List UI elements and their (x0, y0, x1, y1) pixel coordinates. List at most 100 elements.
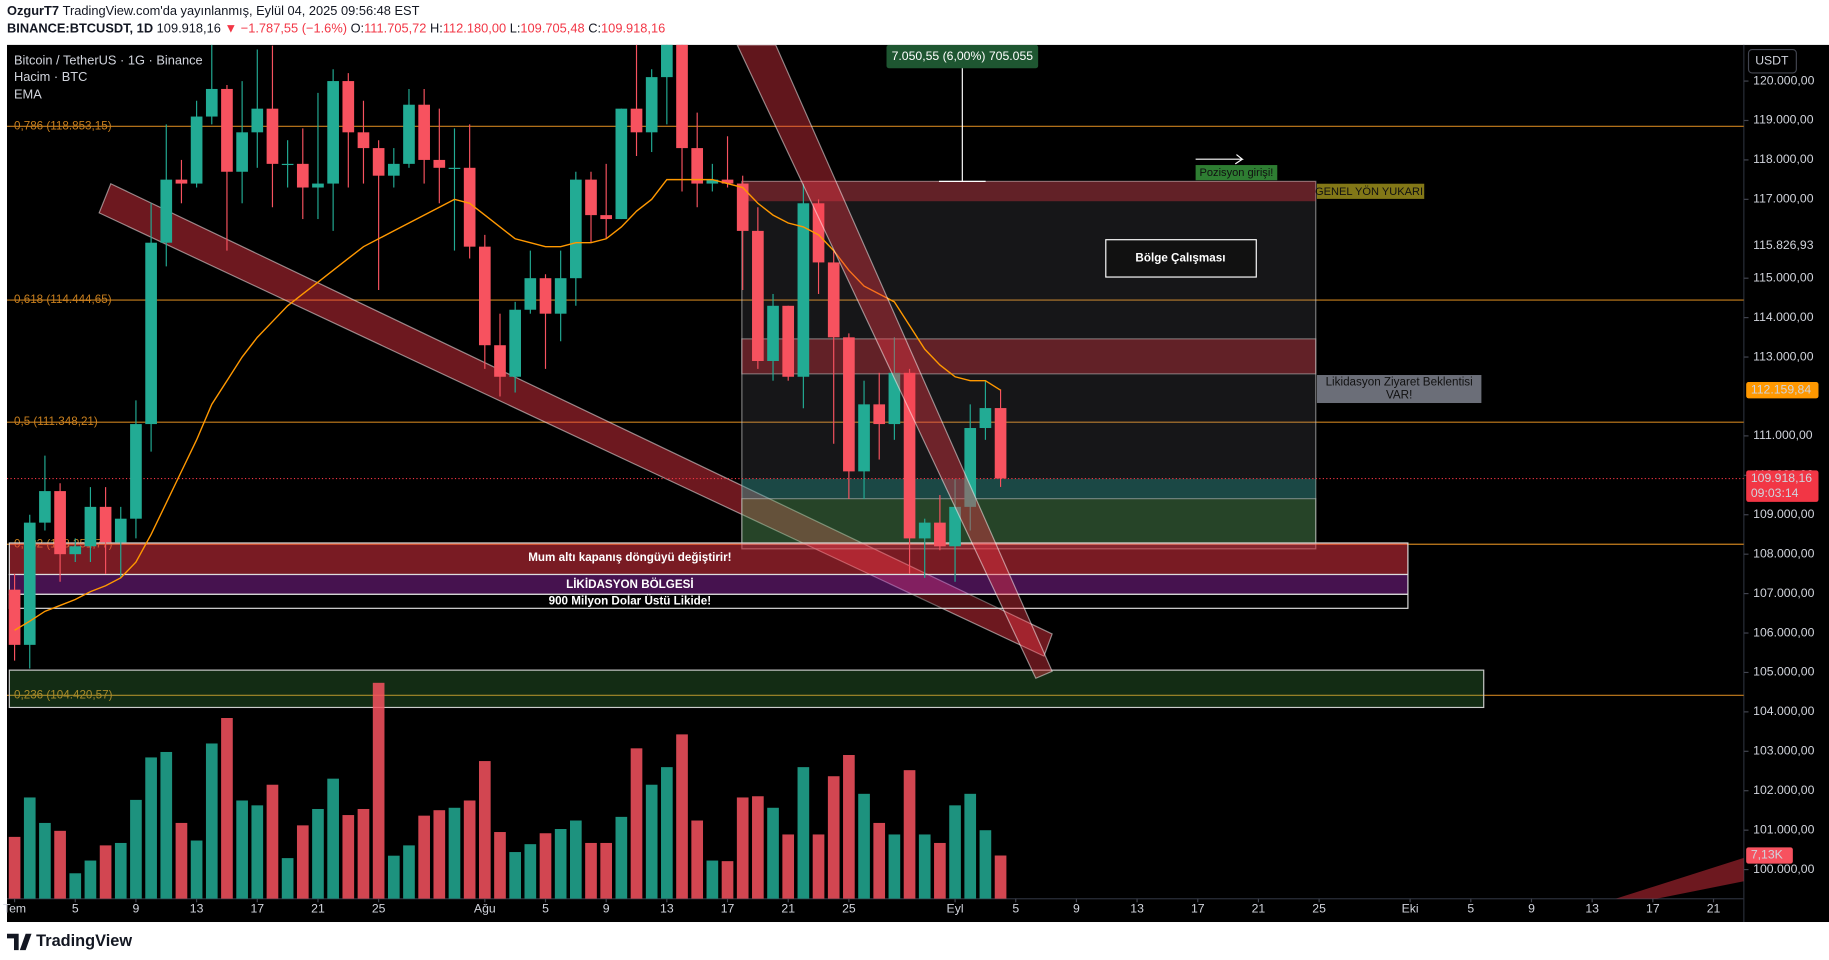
y-tick-label: 107.000,00 (1753, 586, 1814, 600)
price-tag-label: 112.159,84 (1751, 382, 1812, 396)
legend-title: Bitcoin / TetherUS · 1G · Binance (14, 53, 203, 68)
volume-bar (736, 797, 749, 899)
footer (0, 922, 1829, 960)
countdown: 09:03:14 (1751, 486, 1799, 500)
l-label: L: (510, 21, 521, 36)
volume-bar (433, 810, 446, 899)
volume-bar (539, 833, 552, 899)
volume-bar (84, 860, 97, 899)
currency-box[interactable] (1747, 48, 1797, 74)
l: 109.705,48 (520, 21, 584, 36)
volume-bar (418, 815, 430, 899)
x-tick-label: Eki (1402, 901, 1419, 915)
x-tick-label: 9 (603, 901, 610, 915)
candle-body (888, 372, 901, 425)
volume-bar (752, 796, 764, 899)
x-tick-label: 13 (660, 901, 674, 915)
volume-bar (296, 825, 309, 899)
candle-body (448, 167, 461, 169)
volume-bar (463, 800, 476, 899)
candle-body (478, 246, 491, 346)
volume-bar (797, 767, 810, 899)
brand: TradingView (36, 932, 132, 950)
volume-bar (964, 793, 977, 899)
y-tick-label: 113.000,00 (1753, 349, 1814, 363)
volume-bar (236, 800, 248, 899)
y-tick-label: 106.000,00 (1753, 625, 1814, 639)
candle-body (918, 522, 931, 539)
zone-band (741, 338, 1317, 375)
volume-bar (221, 718, 233, 899)
last: 109.918,16 (157, 21, 221, 36)
x-tick-label: 25 (372, 901, 386, 915)
candle-body (312, 183, 324, 188)
y-tick-label: 102.000,00 (1753, 783, 1814, 797)
data-layer (6, 44, 1744, 899)
volume-bar (782, 834, 795, 899)
x-tick-label: 17 (1191, 901, 1205, 915)
y-tick-label: 104.000,00 (1753, 704, 1814, 718)
candle-body (99, 506, 112, 543)
channel (736, 44, 1053, 680)
candle-body (145, 242, 157, 425)
candle-body (221, 88, 233, 172)
price-tag-bg (1746, 382, 1819, 399)
candle-body (372, 148, 385, 176)
volume-bar (600, 842, 613, 899)
legend-volume[interactable]: Hacim · BTC (14, 69, 87, 84)
candle-body (767, 305, 779, 361)
candle-body (236, 132, 248, 172)
legend-ema[interactable]: EMA (14, 86, 42, 101)
y-tick-label: 119.000,00 (1753, 113, 1814, 127)
zone-band (741, 478, 1316, 499)
volume-bar (448, 807, 461, 899)
volume-bar (327, 778, 339, 899)
candle-body (934, 522, 946, 547)
x-tick-label: Tem (3, 901, 26, 915)
volume-bar (190, 840, 203, 899)
candle-body (251, 108, 264, 133)
volume-bar (570, 820, 582, 899)
y-tick-label: 109.000,00 (1753, 507, 1814, 521)
volume-bar (403, 845, 415, 899)
drawings: Bölge Çalışması Mum altı kapanış döngüyü… (8, 180, 1744, 899)
candle-body (54, 491, 66, 555)
volume-bar (145, 757, 157, 899)
volume-bar (342, 815, 355, 899)
candle-body (114, 518, 127, 543)
candle-body (342, 81, 355, 133)
symbol: BINANCE:BTCUSDT, 1D (7, 21, 153, 36)
volume-bar (69, 873, 82, 899)
volume-bar (767, 807, 779, 899)
candle-body (858, 404, 870, 472)
c: 109.918,16 (601, 21, 665, 36)
x-tick-label: 25 (1312, 901, 1326, 915)
y-tick-label: 118.000,00 (1753, 152, 1814, 166)
volume-bar (160, 751, 173, 899)
volume-bar (918, 834, 931, 899)
volume-bar (949, 805, 961, 899)
channel (98, 182, 1053, 657)
candle-body (403, 104, 415, 164)
candle-body (130, 424, 142, 519)
candle-body (979, 408, 992, 429)
x-tick-label: 17 (1646, 901, 1660, 915)
y-tick-label: 114.000,00 (1753, 310, 1814, 324)
fib-label: 0,5 (111.348,21) (14, 415, 98, 428)
y-tick-label: 111.000,00 (1753, 428, 1813, 442)
y-tick-label: 101.000,00 (1753, 822, 1814, 836)
volume-bar (812, 834, 825, 899)
candle-body (873, 404, 886, 425)
x-tick-label: Eyl (947, 901, 964, 915)
entry-box (1195, 165, 1278, 181)
header-line-1: OzgurT7 TradingView.com'da yayınlanmış, … (7, 4, 420, 19)
candle-body (721, 179, 734, 184)
volume-bar (357, 808, 370, 899)
volume-bar (691, 820, 704, 899)
volume-tag-bg (1746, 847, 1793, 864)
candle-body (843, 337, 855, 472)
candle-body (23, 522, 36, 645)
liq-zone-rect (8, 573, 1409, 595)
candle-body (175, 179, 188, 184)
